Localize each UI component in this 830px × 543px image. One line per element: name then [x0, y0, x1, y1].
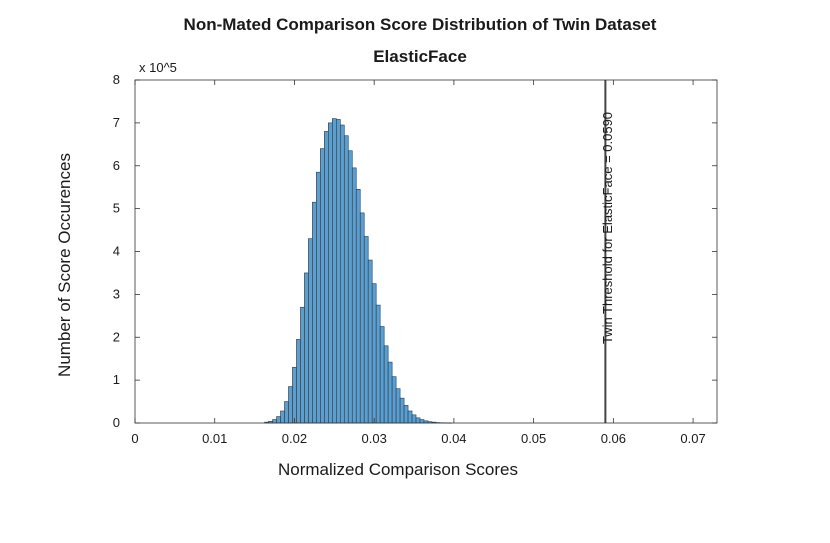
histogram-bar [288, 387, 292, 423]
histogram-bar [396, 389, 400, 423]
threshold-group: Twin Threshold for ElasticFace = 0.0590 [600, 80, 615, 423]
chart-title: Non-Mated Comparison Score Distribution … [184, 15, 657, 34]
histogram-bar [332, 119, 336, 423]
histogram-bar [284, 402, 288, 423]
x-tick-label: 0.04 [441, 431, 466, 446]
y-tick-label: 2 [113, 329, 120, 344]
y-tick-label: 6 [113, 158, 120, 173]
histogram-bar [304, 273, 308, 423]
histogram-bar [328, 123, 332, 423]
bars-group [265, 119, 452, 424]
histogram-bar [316, 172, 320, 423]
histogram-bar [388, 362, 392, 423]
histogram-bar [281, 411, 285, 423]
histogram-bar [312, 202, 316, 423]
y-ticks-group: 0 1 2 3 4 5 6 7 8 [113, 72, 717, 430]
histogram-bar [344, 136, 348, 423]
histogram-bar [336, 119, 340, 423]
histogram-bar [384, 346, 388, 423]
y-tick-label: 3 [113, 286, 120, 301]
histogram-bar [368, 260, 372, 423]
y-tick-label: 7 [113, 115, 120, 130]
histogram-bar [324, 131, 328, 423]
x-tick-label: 0.07 [680, 431, 705, 446]
x-tick-label: 0 [131, 431, 138, 446]
histogram-bar [320, 149, 324, 423]
histogram-bar [376, 305, 380, 423]
histogram-bar [404, 405, 408, 423]
histogram-bar [360, 213, 364, 423]
histogram-bar [340, 125, 344, 423]
histogram-bar [292, 367, 296, 423]
y-tick-label: 0 [113, 415, 120, 430]
histogram-bar [273, 420, 277, 423]
y-axis-label: Number of Score Occurences [55, 153, 74, 377]
y-tick-label: 5 [113, 201, 120, 216]
y-tick-label: 8 [113, 72, 120, 87]
histogram-bar [356, 189, 360, 423]
x-tick-label: 0.05 [521, 431, 546, 446]
histogram-bar [364, 236, 368, 423]
histogram-bar [408, 411, 412, 423]
x-axis-label: Normalized Comparison Scores [278, 460, 518, 479]
histogram-bar [400, 398, 404, 423]
y-tick-label: 1 [113, 372, 120, 387]
plot-frame [135, 80, 717, 423]
x-ticks-group: 0 0.01 0.02 0.03 0.04 0.05 0.06 0.07 [131, 80, 705, 446]
histogram-bar [392, 377, 396, 423]
histogram-bar [277, 417, 281, 423]
y-axis-exponent: x 10^5 [139, 60, 177, 75]
x-tick-label: 0.03 [362, 431, 387, 446]
axes-group [135, 80, 717, 423]
histogram-bar [372, 284, 376, 423]
histogram-bar [348, 151, 352, 423]
threshold-label: Twin Threshold for ElasticFace = 0.0590 [600, 112, 615, 344]
histogram-bar [420, 420, 424, 423]
histogram-bar [296, 339, 300, 423]
y-tick-label: 4 [113, 244, 120, 259]
x-tick-label: 0.01 [202, 431, 227, 446]
x-tick-label: 0.06 [601, 431, 626, 446]
histogram-bar [352, 168, 356, 423]
histogram-bar [300, 307, 304, 423]
histogram-bar [412, 415, 416, 423]
x-tick-label: 0.02 [282, 431, 307, 446]
histogram-bar [416, 418, 420, 423]
histogram-bar [308, 239, 312, 423]
chart-subtitle: ElasticFace [373, 47, 467, 66]
histogram-bar [380, 327, 384, 423]
